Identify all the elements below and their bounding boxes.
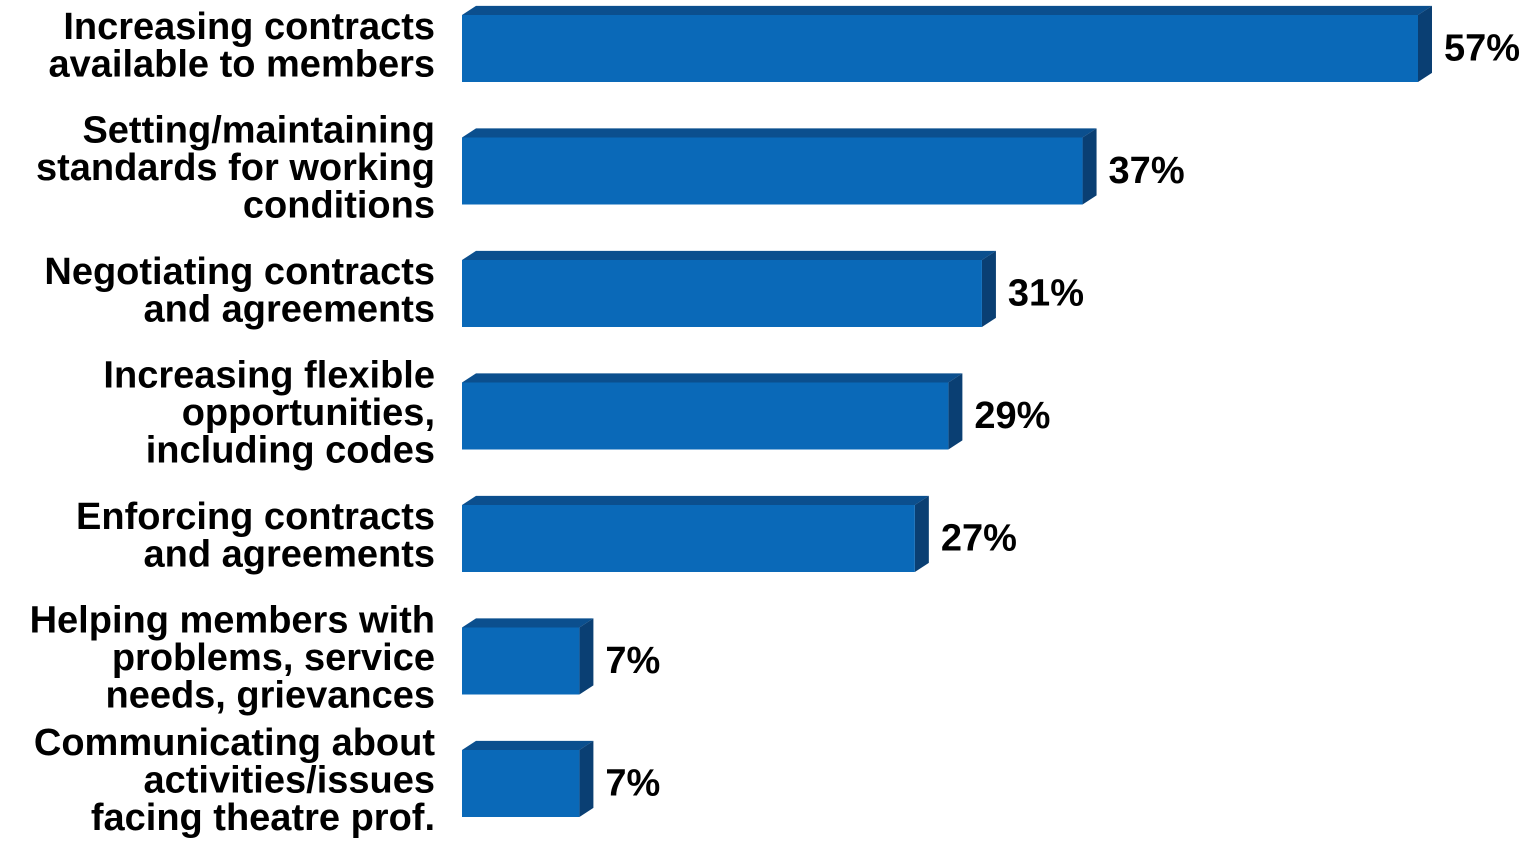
bar	[462, 505, 915, 572]
category-label-line: Increasing contracts	[63, 6, 435, 48]
category-label-line: Setting/maintaining	[82, 110, 435, 152]
bar-top-face	[462, 740, 594, 750]
category-label-line: Helping members with	[30, 600, 435, 642]
bar-group: 7% Communicating about activities/issues fa…	[34, 722, 660, 839]
bar	[462, 137, 1083, 205]
bar-side-face	[1418, 5, 1432, 82]
bar-top-face	[462, 5, 1432, 16]
bar-top-face	[462, 373, 963, 383]
category-label: Helping members with problems, service nee…	[30, 600, 435, 717]
category-label-line: available to members	[48, 44, 435, 86]
data-label: 57%	[1444, 28, 1520, 70]
category-label-line: and agreements	[144, 534, 435, 576]
bar	[462, 15, 1418, 82]
bar-top-face	[462, 495, 929, 505]
bar-side-face	[981, 250, 996, 327]
bar-top-face	[462, 250, 996, 260]
category-label-line: Negotiating contracts	[44, 251, 435, 293]
category-label-line: needs, grievances	[105, 675, 435, 717]
category-label: Increasing flexible opportunities, includi…	[103, 355, 435, 472]
bar-side-face	[579, 618, 594, 695]
category-label-line: problems, service	[112, 637, 435, 679]
bar	[462, 382, 949, 450]
bar-top-face	[462, 618, 594, 628]
data-label: 7%	[605, 763, 660, 805]
category-label: Enforcing contracts and agreements	[76, 496, 435, 576]
bar	[462, 260, 982, 327]
category-label-line: conditions	[243, 185, 435, 227]
category-label-line: including codes	[146, 430, 435, 472]
category-label: Setting/maintaining standards for working…	[36, 110, 435, 227]
bar-side-face	[579, 740, 594, 817]
bar-group: 37% Setting/maintaining standards for work…	[36, 110, 1185, 227]
category-label-line: opportunities,	[182, 392, 435, 434]
bar	[462, 750, 580, 817]
bar-side-face	[914, 495, 929, 572]
data-label: 7%	[605, 640, 660, 682]
category-label-line: facing theatre prof.	[91, 797, 435, 839]
bar-group: 27% Enforcing contracts and agreements	[76, 495, 1017, 576]
bar	[462, 627, 580, 695]
category-label-line: Enforcing contracts	[76, 496, 435, 538]
data-label: 37%	[1109, 150, 1185, 192]
bar-top-face	[462, 128, 1097, 138]
category-label-line: activities/issues	[143, 760, 435, 802]
data-label: 27%	[941, 518, 1017, 560]
category-label: Negotiating contracts and agreements	[44, 251, 435, 331]
category-label: Increasing contracts available to members	[48, 6, 435, 86]
bar-side-face	[1082, 128, 1097, 205]
data-label: 29%	[974, 395, 1050, 437]
bar-group: 31% Negotiating contracts and agreements	[44, 250, 1084, 331]
bar-side-face	[948, 373, 963, 450]
category-label-line: standards for working	[36, 147, 435, 189]
category-label: Communicating about activities/issues faci…	[34, 722, 435, 839]
bar-group: 57% Increasing contracts available to memb…	[48, 5, 1520, 86]
data-label: 31%	[1008, 273, 1084, 315]
category-label-line: and agreements	[144, 289, 435, 331]
category-label-line: Communicating about	[34, 722, 435, 764]
bar-group: 29% Increasing flexible opportunities, incl…	[103, 355, 1050, 472]
bar-group: 7% Helping members with problems, service n…	[30, 600, 661, 717]
category-label-line: Increasing flexible	[103, 355, 435, 397]
